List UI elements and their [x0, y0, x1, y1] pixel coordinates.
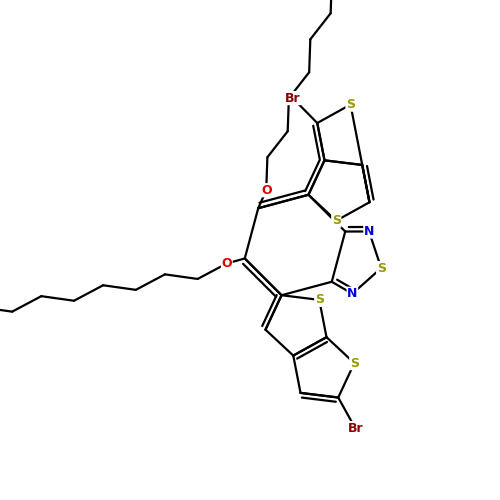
Text: Br: Br [348, 422, 363, 434]
Text: N: N [364, 225, 374, 238]
Text: N: N [347, 287, 358, 300]
Text: S: S [346, 98, 355, 111]
Text: S: S [376, 262, 386, 274]
Text: Br: Br [285, 92, 300, 104]
Text: S: S [315, 294, 324, 306]
Text: O: O [261, 184, 272, 196]
Text: S: S [350, 356, 359, 370]
Text: S: S [332, 214, 341, 227]
Text: O: O [222, 257, 232, 270]
